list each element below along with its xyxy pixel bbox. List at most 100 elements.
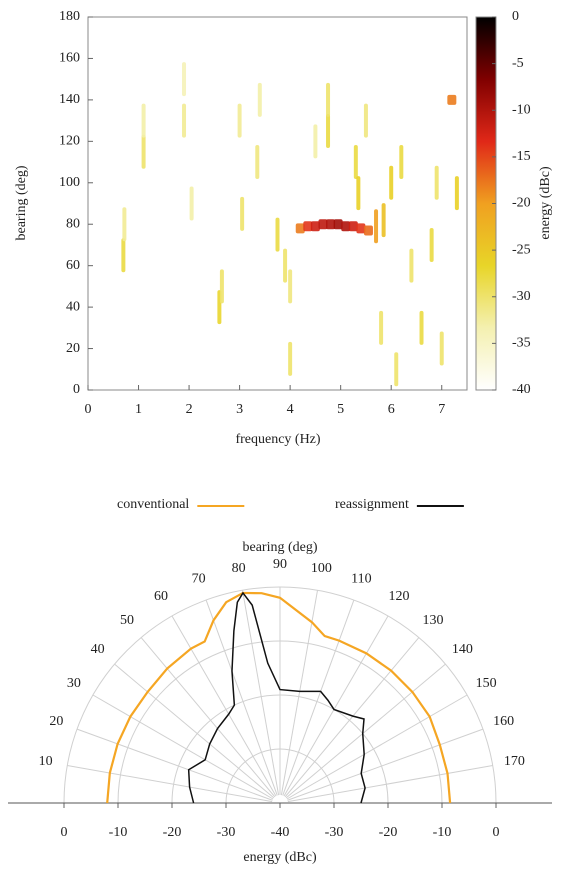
spoke (287, 764, 493, 803)
heat-cell (141, 103, 146, 138)
spoke (280, 590, 319, 796)
heat-cell (237, 103, 242, 138)
r-tick-label: -10 (433, 825, 452, 840)
heat-cell (189, 186, 194, 221)
colorbar-tick-label: -15 (512, 149, 531, 164)
angle-tick-label: 60 (154, 589, 168, 604)
heat-cell (182, 62, 187, 97)
angle-tick-label: 110 (351, 572, 371, 587)
colorbar-tick-label: -5 (512, 56, 524, 71)
heat-cell (318, 219, 328, 230)
x-tick-label: 1 (135, 402, 142, 417)
heat-cell (288, 269, 293, 304)
plot-area (87, 16, 468, 391)
r-tick-label: 0 (61, 825, 68, 840)
colorbar-tick-label: -10 (512, 102, 531, 117)
series-line (106, 591, 452, 804)
spoke (114, 663, 275, 799)
y-tick-label: 80 (66, 216, 80, 231)
heat-cell (326, 113, 331, 148)
colorbar-tick-label: 0 (512, 9, 519, 24)
heat-cell (419, 310, 424, 345)
spoke (92, 694, 274, 800)
spoke (284, 637, 420, 798)
angle-tick-label: 10 (39, 754, 53, 769)
heat-cell (434, 165, 439, 200)
heat-cell (409, 248, 414, 283)
heat-cell (399, 145, 404, 180)
spoke (286, 694, 468, 800)
heat-cell (363, 225, 373, 236)
heat-cell (275, 217, 280, 252)
spoke (67, 764, 273, 803)
r-tick-label: -30 (325, 825, 344, 840)
r-tick-label: -40 (271, 825, 290, 840)
heat-cell (374, 209, 379, 244)
y-tick-label: 60 (66, 258, 80, 273)
spoke (205, 599, 278, 796)
heat-cell (182, 103, 187, 138)
heat-cell (283, 248, 288, 283)
heat-cell (381, 203, 386, 238)
angle-tick-label: 40 (91, 642, 105, 657)
y-tick-label: 160 (59, 51, 80, 66)
angle-tick-label: 20 (49, 714, 63, 729)
x-tick-label: 6 (388, 402, 395, 417)
angle-tick-label: 120 (389, 589, 410, 604)
heat-cell (288, 341, 293, 376)
r-tick-label: -20 (379, 825, 398, 840)
colorbar-tick-label: -25 (512, 242, 531, 257)
polar-title: bearing (deg) (242, 540, 317, 555)
heat-cell (341, 221, 351, 232)
heat-cell (141, 134, 146, 169)
heat-cell (255, 145, 260, 180)
y-tick-label: 20 (66, 341, 80, 356)
angle-tick-label: 70 (192, 572, 206, 587)
spoke (171, 615, 277, 797)
y-tick-label: 0 (73, 382, 80, 397)
colorbar-tick-label: -30 (512, 289, 531, 304)
x-tick-label: 5 (337, 402, 344, 417)
heat-cell (439, 331, 444, 366)
x-tick-label: 0 (85, 402, 92, 417)
heat-cell (394, 352, 399, 387)
spoke (241, 590, 280, 796)
y-axis-label: bearing (deg) (14, 165, 29, 240)
spoke (140, 637, 276, 798)
x-tick-label: 2 (186, 402, 193, 417)
x-tick-label: 3 (236, 402, 243, 417)
r-tick-label: 0 (493, 825, 500, 840)
colorbar-label: energy (dBc) (538, 166, 553, 240)
y-tick-label: 100 (59, 175, 80, 190)
angle-tick-label: 150 (476, 676, 497, 691)
colorbar-tick-label: -40 (512, 382, 531, 397)
colorbar-tick-label: -20 (512, 196, 531, 211)
r-tick-label: -30 (217, 825, 236, 840)
angle-tick-label: 30 (67, 676, 81, 691)
heat-cell (303, 221, 313, 232)
heat-cell (219, 269, 224, 304)
polar-axis-label: energy (dBc) (243, 850, 317, 865)
heat-cell (122, 207, 127, 242)
heat-cell (429, 227, 434, 262)
x-tick-label: 7 (438, 402, 445, 417)
y-tick-label: 40 (66, 299, 80, 314)
colorbar-tick-label: -35 (512, 336, 531, 351)
heat-cell (295, 223, 305, 234)
x-tick-label: 4 (287, 402, 294, 417)
heat-cell (348, 221, 358, 232)
heat-cell (389, 165, 394, 200)
spoke (287, 728, 484, 801)
spoke (283, 615, 389, 797)
heat-cell (363, 103, 368, 138)
angle-tick-label: 130 (422, 613, 443, 628)
heat-cell (379, 310, 384, 345)
angle-tick-label: 100 (311, 561, 332, 576)
angle-tick-label: 170 (504, 754, 525, 769)
y-tick-label: 140 (59, 92, 80, 107)
heat-cell (326, 82, 331, 117)
spoke (282, 599, 355, 796)
legend-label: conventional (117, 497, 189, 512)
heat-cell (313, 124, 318, 159)
